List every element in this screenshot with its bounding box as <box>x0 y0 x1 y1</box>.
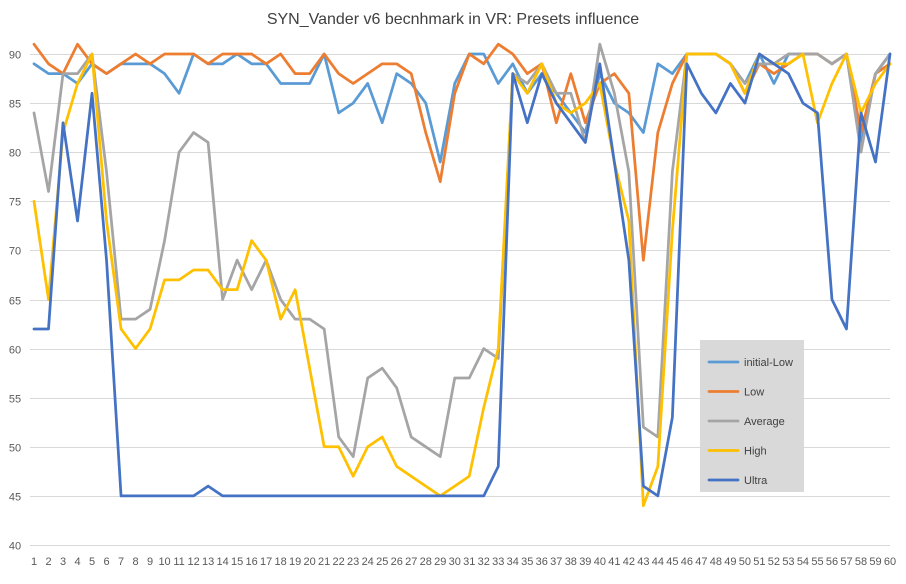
x-tick-label: 10 <box>158 556 170 568</box>
x-tick-label: 42 <box>623 556 635 568</box>
x-tick-label: 29 <box>434 556 446 568</box>
y-tick-label: 50 <box>9 443 21 455</box>
x-tick-label: 1 <box>31 556 37 568</box>
x-tick-label: 36 <box>536 556 548 568</box>
legend-label-ultra: Ultra <box>744 475 768 487</box>
x-tick-label: 12 <box>187 556 199 568</box>
x-tick-label: 20 <box>304 556 316 568</box>
x-tick-label: 11 <box>173 556 184 568</box>
y-tick-label: 80 <box>9 148 21 160</box>
x-tick-label: 14 <box>216 556 228 568</box>
x-tick-label: 39 <box>579 556 591 568</box>
x-tick-label: 53 <box>782 556 794 568</box>
legend-box <box>700 340 804 492</box>
y-tick-label: 45 <box>9 492 21 504</box>
series-lines <box>32 42 892 508</box>
x-tick-label: 43 <box>637 556 649 568</box>
x-tick-label: 25 <box>376 556 388 568</box>
x-tick-label: 13 <box>202 556 214 568</box>
x-tick-label: 34 <box>507 556 519 568</box>
x-tick-label: 57 <box>840 556 852 568</box>
x-tick-label: 7 <box>118 556 124 568</box>
x-tick-label: 45 <box>666 556 678 568</box>
x-tick-label: 59 <box>869 556 881 568</box>
x-tick-label: 51 <box>753 556 765 568</box>
y-tick-label: 85 <box>9 99 21 111</box>
chart-title: SYN_Vander v6 becnhmark in VR: Presets i… <box>267 11 639 28</box>
legend-label-high: High <box>744 446 767 458</box>
y-axis: 40 45 50 55 60 65 70 75 80 85 90 <box>9 50 21 553</box>
x-tick-label: 16 <box>246 556 258 568</box>
x-tick-label: 52 <box>768 556 780 568</box>
y-tick-label: 40 <box>9 541 21 553</box>
x-tick-label: 4 <box>74 556 80 568</box>
y-tick-label: 65 <box>9 296 21 308</box>
x-tick-label: 47 <box>695 556 707 568</box>
x-tick-label: 9 <box>147 556 153 568</box>
x-tick-label: 8 <box>132 556 138 568</box>
x-tick-label: 17 <box>260 556 272 568</box>
x-tick-label: 35 <box>521 556 533 568</box>
x-tick-label: 32 <box>478 556 490 568</box>
y-tick-label: 90 <box>9 50 21 62</box>
x-tick-label: 55 <box>811 556 823 568</box>
x-tick-label: 3 <box>60 556 66 568</box>
x-tick-label: 6 <box>103 556 109 568</box>
x-tick-label: 5 <box>89 556 95 568</box>
x-tick-label: 30 <box>449 556 461 568</box>
x-tick-label: 15 <box>231 556 243 568</box>
x-tick-label: 38 <box>565 556 577 568</box>
x-tick-label: 31 <box>463 556 475 568</box>
x-tick-label: 2 <box>45 556 51 568</box>
y-tick-label: 75 <box>9 197 21 209</box>
legend-label-initial-low: initial-Low <box>744 357 793 369</box>
legend-label-average: Average <box>744 416 785 428</box>
x-tick-label: 18 <box>275 556 287 568</box>
x-tick-label: 23 <box>347 556 359 568</box>
x-tick-label: 19 <box>289 556 301 568</box>
x-tick-label: 50 <box>739 556 751 568</box>
x-tick-label: 54 <box>797 556 809 568</box>
x-tick-label: 46 <box>681 556 693 568</box>
x-tick-label: 60 <box>884 556 896 568</box>
y-tick-label: 60 <box>9 345 21 357</box>
x-tick-label: 56 <box>826 556 838 568</box>
x-tick-label: 22 <box>333 556 345 568</box>
x-tick-label: 27 <box>405 556 417 568</box>
x-tick-label: 48 <box>710 556 722 568</box>
x-tick-label: 49 <box>724 556 736 568</box>
legend: initial-Low Low Average High Ultra <box>700 340 804 492</box>
x-tick-label: 37 <box>550 556 562 568</box>
series-line-average <box>32 42 892 458</box>
y-tick-label: 55 <box>9 394 21 406</box>
x-tick-label: 28 <box>420 556 432 568</box>
series-line-high <box>32 52 892 508</box>
x-tick-label: 40 <box>594 556 606 568</box>
x-tick-label: 26 <box>391 556 403 568</box>
x-tick-label: 58 <box>855 556 867 568</box>
series-line-ultra <box>32 52 892 498</box>
x-tick-label: 44 <box>652 556 664 568</box>
x-tick-label: 33 <box>492 556 504 568</box>
x-tick-label: 21 <box>318 556 330 568</box>
x-tick-label: 24 <box>362 556 374 568</box>
legend-label-low: Low <box>744 387 764 399</box>
x-tick-label: 41 <box>608 556 620 568</box>
y-tick-label: 70 <box>9 246 21 258</box>
x-axis: 1 2 3 4 5 6 7 8 9 10 11 12 13 14 15 16 17 18 19 20 21 22 23 24 2… <box>31 556 896 568</box>
